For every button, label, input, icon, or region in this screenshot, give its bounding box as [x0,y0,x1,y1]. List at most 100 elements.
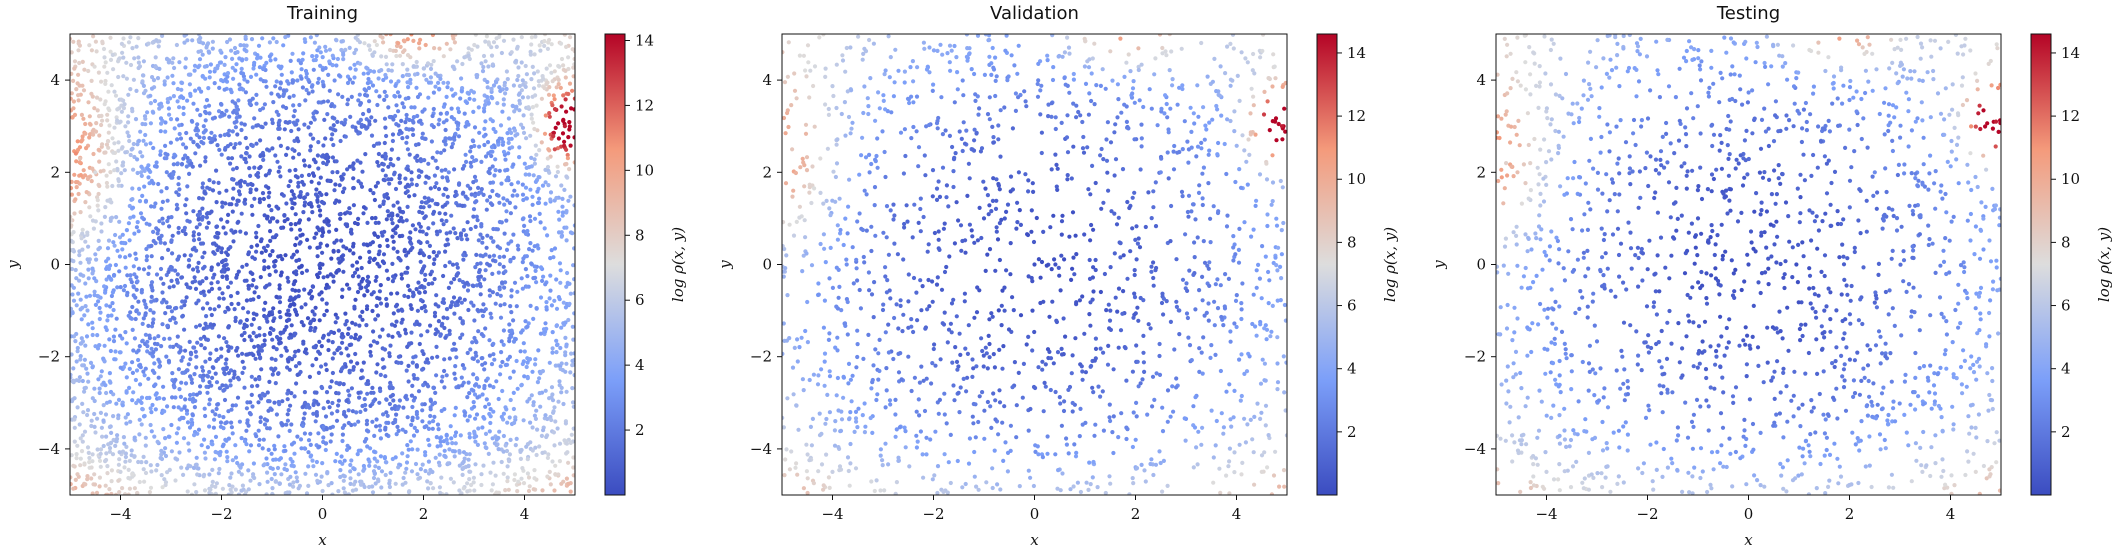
scatter-point [93,129,99,134]
scatter-point [325,112,330,117]
scatter-point [236,492,242,495]
scatter-point [451,226,456,231]
scatter-point [233,315,238,320]
scatter-point [283,345,288,350]
scatter-point [325,399,331,404]
scatter-point [248,187,253,192]
scatter-point [80,305,85,310]
scatter-point [300,57,305,62]
scatter-point [132,454,137,459]
scatter-point [528,440,533,445]
scatter-point [545,80,550,85]
scatter-point [439,475,444,480]
scatter-point [89,476,94,481]
scatter-point [181,142,186,147]
scatter-point [377,400,382,405]
scatter-point [143,313,148,318]
scatter-point [486,64,491,69]
scatter-point [164,56,170,62]
scatter-point [571,465,575,470]
scatter-point [450,441,455,446]
scatter-point [200,181,205,186]
scatter-point [125,273,130,278]
scatter-point [475,395,480,400]
scatter-point [229,301,234,307]
scatter-point [130,471,135,477]
scatter-point [426,459,431,464]
scatter-point [548,288,553,293]
scatter-point [106,274,112,279]
scatter-point [149,346,154,351]
scatter-point [75,472,80,477]
scatter-point [453,303,458,308]
scatter-point [130,370,135,375]
scatter-point [165,100,170,105]
scatter-point [107,449,112,454]
scatter-point [364,436,369,442]
scatter-point [538,404,543,409]
scatter-point [342,186,347,191]
scatter-point [388,394,393,399]
scatter-point [351,482,356,487]
scatter-point [177,187,182,192]
scatter-point [87,135,92,140]
scatter-point [194,132,199,137]
scatter-point [220,486,225,491]
scatter-point [200,196,205,201]
scatter-point [311,115,316,120]
scatter-point [70,334,74,339]
scatter-point [85,445,91,450]
scatter-point [88,360,94,365]
scatter-point [85,412,90,418]
scatter-point [267,168,272,173]
scatter-point [486,451,491,456]
scatter-point [487,338,492,343]
scatter-point [92,424,97,429]
scatter-point [210,479,215,484]
scatter-point [572,246,575,251]
scatter-point [446,285,451,290]
scatter-point [549,303,555,308]
scatter-point [486,100,491,106]
scatter-point [472,125,478,130]
scatter-point [374,274,379,280]
scatter-point [226,285,231,290]
scatter-point [482,386,487,391]
scatter-point [477,144,482,149]
scatter-point [445,461,451,466]
scatter-point [394,319,399,324]
scatter-point [436,250,441,255]
scatter-point [537,444,542,449]
scatter-point [412,395,417,400]
scatter-point [146,323,151,328]
scatter-point [147,333,152,338]
scatter-point [329,256,334,261]
scatter-point [168,140,173,145]
scatter-point [306,483,311,488]
scatter-point [244,298,249,303]
scatter-point [167,305,172,310]
scatter-point [382,193,387,198]
scatter-point [351,251,356,256]
scatter-point [149,469,154,474]
scatter-point [202,64,207,69]
scatter-point [317,292,322,297]
scatter-point [131,348,136,353]
scatter-point [516,180,521,185]
scatter-point [202,346,207,351]
scatter-point [237,82,242,87]
scatter-point [558,85,563,90]
scatter-point [225,71,231,76]
scatter-point [124,375,129,380]
scatter-point [563,68,568,73]
scatter-point [507,459,512,464]
scatter-point [489,488,494,493]
scatter-point [572,135,575,140]
scatter-point [481,302,486,307]
scatter-point [85,308,90,313]
scatter-point [343,134,348,139]
scatter-point [471,356,476,361]
scatter-point [76,191,81,197]
scatter-point [465,183,470,188]
scatter-point [369,292,374,297]
